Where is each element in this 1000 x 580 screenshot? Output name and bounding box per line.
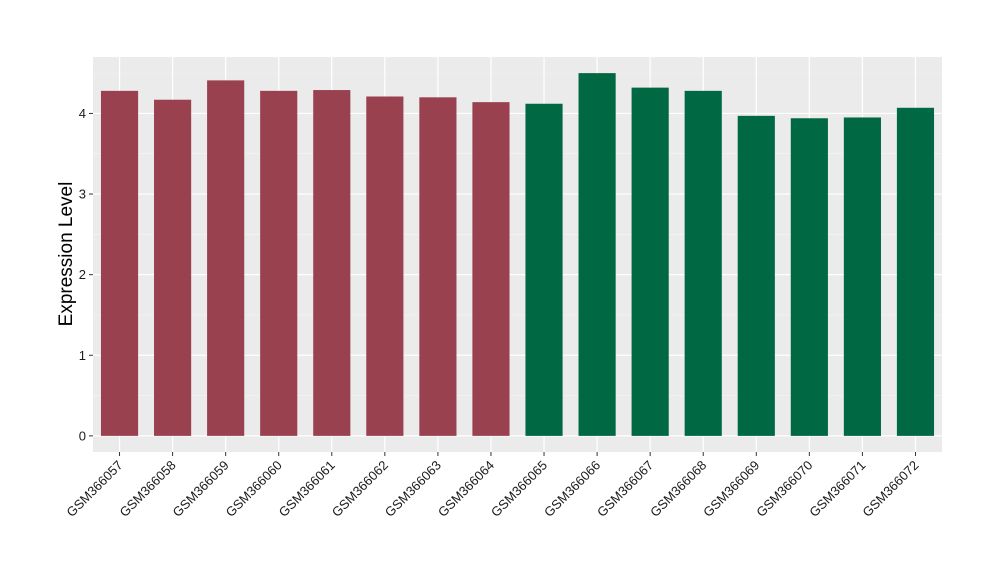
x-tick-label: GSM366062 bbox=[329, 458, 391, 520]
x-tick-label: GSM366059 bbox=[170, 458, 232, 520]
x-axis: GSM366057GSM366058GSM366059GSM366060GSM3… bbox=[63, 452, 922, 520]
bar-gsm366063 bbox=[419, 97, 457, 436]
bar-gsm366062 bbox=[366, 96, 404, 436]
y-tick-label: 3 bbox=[79, 187, 86, 202]
x-tick-label: GSM366060 bbox=[223, 458, 285, 520]
bar-gsm366057 bbox=[100, 90, 139, 436]
x-tick-label: GSM366066 bbox=[541, 458, 603, 520]
y-axis-title: Expression Level bbox=[56, 182, 77, 327]
x-tick-label: GSM366058 bbox=[116, 458, 178, 520]
x-tick-label: GSM366063 bbox=[382, 458, 444, 520]
x-tick-label: GSM366061 bbox=[276, 458, 338, 520]
y-tick-label: 4 bbox=[79, 106, 86, 121]
bar-gsm366059 bbox=[207, 80, 245, 436]
x-tick-label: GSM366067 bbox=[594, 458, 656, 520]
x-tick-label: GSM366070 bbox=[753, 458, 815, 520]
bar-gsm366068 bbox=[684, 90, 722, 436]
y-tick-label: 1 bbox=[79, 348, 86, 363]
bar-gsm366065 bbox=[525, 103, 563, 436]
bar-gsm366071 bbox=[843, 117, 881, 436]
bar-gsm366061 bbox=[313, 90, 351, 436]
x-tick-label: GSM366057 bbox=[63, 458, 125, 520]
x-tick-label: GSM366064 bbox=[435, 458, 497, 520]
bar-gsm366060 bbox=[260, 90, 298, 436]
bar-gsm366067 bbox=[631, 87, 669, 436]
x-tick-label: GSM366069 bbox=[700, 458, 762, 520]
bar-gsm366070 bbox=[790, 118, 828, 436]
x-tick-label: GSM366068 bbox=[647, 458, 709, 520]
x-tick-label: GSM366071 bbox=[806, 458, 868, 520]
bars bbox=[100, 73, 935, 436]
bar-gsm366072 bbox=[896, 107, 935, 436]
x-tick-label: GSM366072 bbox=[859, 458, 921, 520]
y-tick-label: 2 bbox=[79, 267, 86, 282]
bar-gsm366064 bbox=[472, 102, 510, 436]
bar-gsm366069 bbox=[737, 115, 775, 436]
y-tick-label: 0 bbox=[79, 428, 86, 443]
x-tick-label: GSM366065 bbox=[488, 458, 550, 520]
bar-gsm366058 bbox=[154, 99, 192, 436]
bar-gsm366066 bbox=[578, 73, 616, 436]
y-axis: 0 1 2 3 4 bbox=[79, 106, 93, 443]
